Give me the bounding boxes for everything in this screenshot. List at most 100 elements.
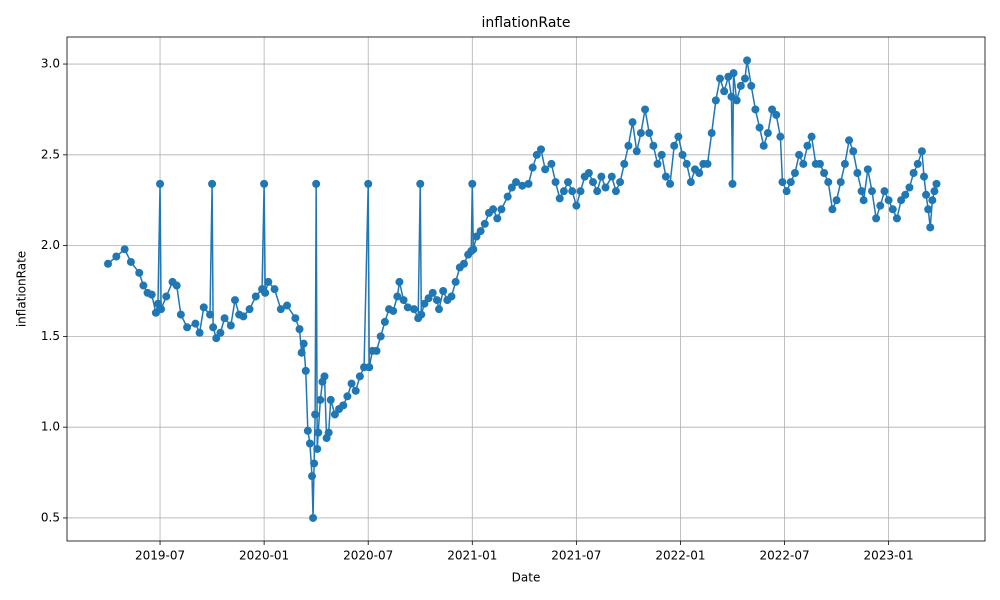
data-point bbox=[299, 339, 308, 348]
data-point bbox=[832, 196, 841, 205]
data-point bbox=[326, 395, 335, 404]
data-point bbox=[917, 147, 926, 156]
data-point bbox=[678, 150, 687, 159]
data-point bbox=[576, 187, 585, 196]
data-point bbox=[276, 305, 285, 314]
data-point bbox=[641, 105, 650, 114]
data-point bbox=[926, 223, 935, 232]
data-point bbox=[410, 305, 419, 314]
data-point bbox=[653, 159, 662, 168]
data-point bbox=[451, 277, 460, 286]
data-point bbox=[593, 187, 602, 196]
data-point bbox=[820, 168, 829, 177]
data-point bbox=[162, 292, 171, 301]
data-point bbox=[330, 410, 339, 419]
data-point bbox=[524, 179, 533, 188]
x-tick-label: 2022-07 bbox=[759, 549, 809, 563]
data-point bbox=[661, 172, 670, 181]
data-point bbox=[216, 328, 225, 337]
data-point bbox=[313, 444, 322, 453]
data-point bbox=[597, 172, 606, 181]
data-point bbox=[428, 288, 437, 297]
data-point bbox=[876, 201, 885, 210]
data-point bbox=[922, 190, 931, 199]
data-point bbox=[439, 286, 448, 295]
x-tick-label: 2020-07 bbox=[343, 549, 393, 563]
data-point bbox=[251, 292, 260, 301]
data-point bbox=[732, 96, 741, 105]
data-point bbox=[892, 214, 901, 223]
data-point bbox=[845, 136, 854, 145]
data-point bbox=[564, 178, 573, 187]
y-tick-label: 1.5 bbox=[41, 329, 60, 343]
data-point bbox=[364, 179, 373, 188]
data-point bbox=[872, 214, 881, 223]
data-point bbox=[897, 196, 906, 205]
data-point bbox=[389, 306, 398, 315]
data-point bbox=[636, 129, 645, 138]
data-point bbox=[305, 439, 314, 448]
y-tick-label: 2.0 bbox=[41, 238, 60, 252]
data-point bbox=[601, 183, 610, 192]
data-point bbox=[339, 401, 348, 410]
data-point bbox=[139, 281, 148, 290]
data-point bbox=[493, 214, 502, 223]
y-tick-label: 0.5 bbox=[41, 510, 60, 524]
data-point bbox=[147, 290, 156, 299]
data-point bbox=[311, 410, 320, 419]
data-point bbox=[807, 132, 816, 141]
data-point bbox=[755, 123, 764, 132]
data-point bbox=[716, 74, 725, 83]
data-point bbox=[507, 183, 516, 192]
data-point bbox=[343, 392, 352, 401]
data-point bbox=[803, 141, 812, 150]
data-point bbox=[395, 277, 404, 286]
data-point bbox=[528, 163, 537, 172]
data-point bbox=[226, 321, 235, 330]
data-point bbox=[888, 205, 897, 214]
data-point bbox=[208, 179, 217, 188]
data-point bbox=[670, 141, 679, 150]
data-point bbox=[195, 328, 204, 337]
data-point bbox=[786, 178, 795, 187]
data-point bbox=[424, 294, 433, 303]
data-point bbox=[880, 187, 889, 196]
data-point bbox=[932, 179, 941, 188]
data-point bbox=[512, 178, 521, 187]
data-point bbox=[347, 379, 356, 388]
data-point bbox=[135, 268, 144, 277]
data-point bbox=[740, 74, 749, 83]
data-point bbox=[857, 187, 866, 196]
data-point bbox=[230, 296, 239, 305]
data-point bbox=[859, 196, 868, 205]
data-point bbox=[920, 172, 929, 181]
data-point bbox=[743, 56, 752, 65]
data-point bbox=[372, 346, 381, 355]
data-point bbox=[206, 310, 215, 319]
data-point bbox=[790, 168, 799, 177]
data-point bbox=[729, 69, 738, 78]
data-point bbox=[695, 168, 704, 177]
data-point bbox=[295, 325, 304, 334]
data-point bbox=[447, 292, 456, 301]
data-point bbox=[239, 312, 248, 321]
data-point bbox=[572, 201, 581, 210]
x-tick-label: 2019-07 bbox=[135, 549, 185, 563]
data-point bbox=[199, 303, 208, 312]
data-point bbox=[901, 190, 910, 199]
y-tick-label: 2.5 bbox=[41, 147, 60, 161]
data-point bbox=[628, 118, 637, 127]
data-point bbox=[620, 159, 629, 168]
data-point bbox=[120, 245, 129, 254]
data-point bbox=[176, 310, 185, 319]
data-point bbox=[303, 426, 312, 435]
data-point bbox=[297, 348, 306, 357]
y-tick-label: 1.0 bbox=[41, 420, 60, 434]
data-point bbox=[666, 179, 675, 188]
data-point bbox=[245, 305, 254, 314]
data-point bbox=[589, 178, 598, 187]
x-tick-label: 2020-01 bbox=[239, 549, 289, 563]
data-point bbox=[209, 323, 218, 332]
